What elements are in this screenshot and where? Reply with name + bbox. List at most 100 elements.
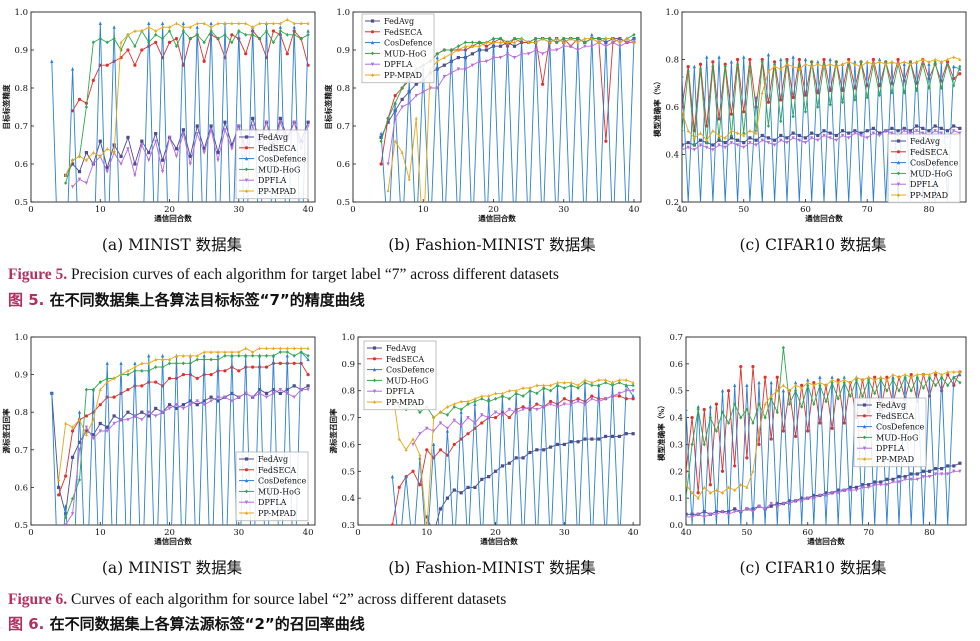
series-point-cosdefence [691,523,693,525]
series-point-dpfla [569,44,573,49]
series-point-pp-mpad [133,28,137,33]
series-point-dpfla [958,469,962,474]
series-point-cosdefence [861,523,864,525]
series-point-mud-hog [757,402,761,407]
series-point-cosdefence [835,200,838,202]
series-point-mud-hog [682,128,684,133]
series-point-mud-hog [285,32,289,37]
y-tick-label: 0.1 [669,494,683,504]
series-point-dpfla [84,425,89,430]
series-point-fedavg [230,143,234,147]
series-point-mud-hog [223,353,227,358]
series-point-mud-hog [705,140,709,145]
series-point-fedavg [112,414,116,418]
series-point-mud-hog [271,353,276,358]
series-point-mud-hog [306,353,310,358]
series-point-dpfla [810,136,814,140]
series-point-mud-hog [766,124,771,128]
series-point-fedavg [407,90,411,94]
series-point-pp-mpad [702,485,707,490]
legend-marker [244,146,249,150]
series-point-fedavg [921,469,925,473]
series-point-pp-mpad [939,59,944,64]
series-point-mud-hog [84,105,89,109]
series-point-fedseca [717,117,721,121]
series-point-cosdefence [112,25,116,29]
series-point-mud-hog [867,378,871,382]
series-point-pp-mpad [264,21,269,26]
series-point-mud-hog [181,29,185,33]
series-point-pp-mpad [603,377,608,382]
series-point-pp-mpad [459,399,464,404]
series-point-dpfla [112,421,116,426]
series-point-pp-mpad [717,133,721,138]
legend-marker [372,389,377,394]
series-point-mud-hog [167,361,172,366]
series-point-mud-hog [686,496,688,501]
series-point-pp-mpad [400,150,405,155]
series-point-mud-hog [264,353,269,358]
y-tick-label: 0.6 [665,103,679,113]
legend-box [853,397,927,468]
series-point-pp-mpad [799,385,804,390]
series-point-dpfla [720,509,725,514]
series-point-fedseca [140,384,144,388]
series-point-fedseca [773,60,777,64]
series-point-pp-mpad [785,62,789,67]
series-point-fedavg [800,496,804,500]
series-point-fedavg [836,488,840,492]
series-point-dpfla [879,483,883,487]
series-point-fedavg [174,147,179,151]
series-point-mud-hog [188,36,192,41]
series-point-pp-mpad [575,40,580,45]
series-point-fedseca [133,63,137,67]
series-point-pp-mpad [738,482,743,487]
series-point-pp-mpad [830,377,834,382]
series-point-fedseca [576,397,580,401]
series-point-pp-mpad [723,135,728,140]
series-point-mud-hog [897,388,901,393]
series-point-mud-hog [278,350,282,354]
figure5-label: Figure 5. [8,266,68,283]
series-point-mud-hog [748,64,752,69]
series-point-cosdefence [934,523,937,525]
series-point-mud-hog [98,36,102,41]
series-point-fedavg [853,129,857,133]
series-point-fedseca [617,394,621,398]
series-point-mud-hog [834,59,838,64]
series-point-pp-mpad [766,69,771,74]
series-point-dpfla [167,406,172,411]
series-point-fedavg [257,388,262,392]
series-point-dpfla [604,397,608,401]
series-point-dpfla [791,136,795,140]
series-point-pp-mpad [624,377,629,382]
series-point-dpfla [884,129,888,133]
series-point-pp-mpad [698,131,703,136]
series-point-pp-mpad [915,372,920,377]
series-point-dpfla [70,512,75,516]
x-tick-label: 50 [741,528,752,538]
legend-marker [372,378,377,383]
series-point-fedseca [541,82,545,86]
series-point-pp-mpad [493,391,498,396]
series-point-mud-hog [818,383,822,388]
series-point-mud-hog [739,415,743,420]
series-point-pp-mpad [202,21,207,26]
series-point-cosdefence [884,200,887,202]
figure5-caption-en: Figure 5. Precision curves of each algor… [8,266,559,284]
series-point-dpfla [583,402,587,407]
legend-marker [862,456,867,461]
series-point-mud-hog [958,380,962,385]
series-point-fedseca [791,95,795,100]
series-point-pp-mpad [306,346,310,351]
series-point-cosdefence [508,550,511,554]
series-point-fedavg [459,491,463,495]
series-point-fedavg [209,124,213,128]
series-point-fedseca [793,434,798,438]
series-point-cosdefence [952,64,956,69]
legend-label: PP-MPAD [386,398,424,407]
series-point-mud-hog [698,67,703,71]
series-point-mud-hog [442,48,446,52]
series-point-fedseca [803,93,808,97]
series-point-dpfla [873,483,877,487]
